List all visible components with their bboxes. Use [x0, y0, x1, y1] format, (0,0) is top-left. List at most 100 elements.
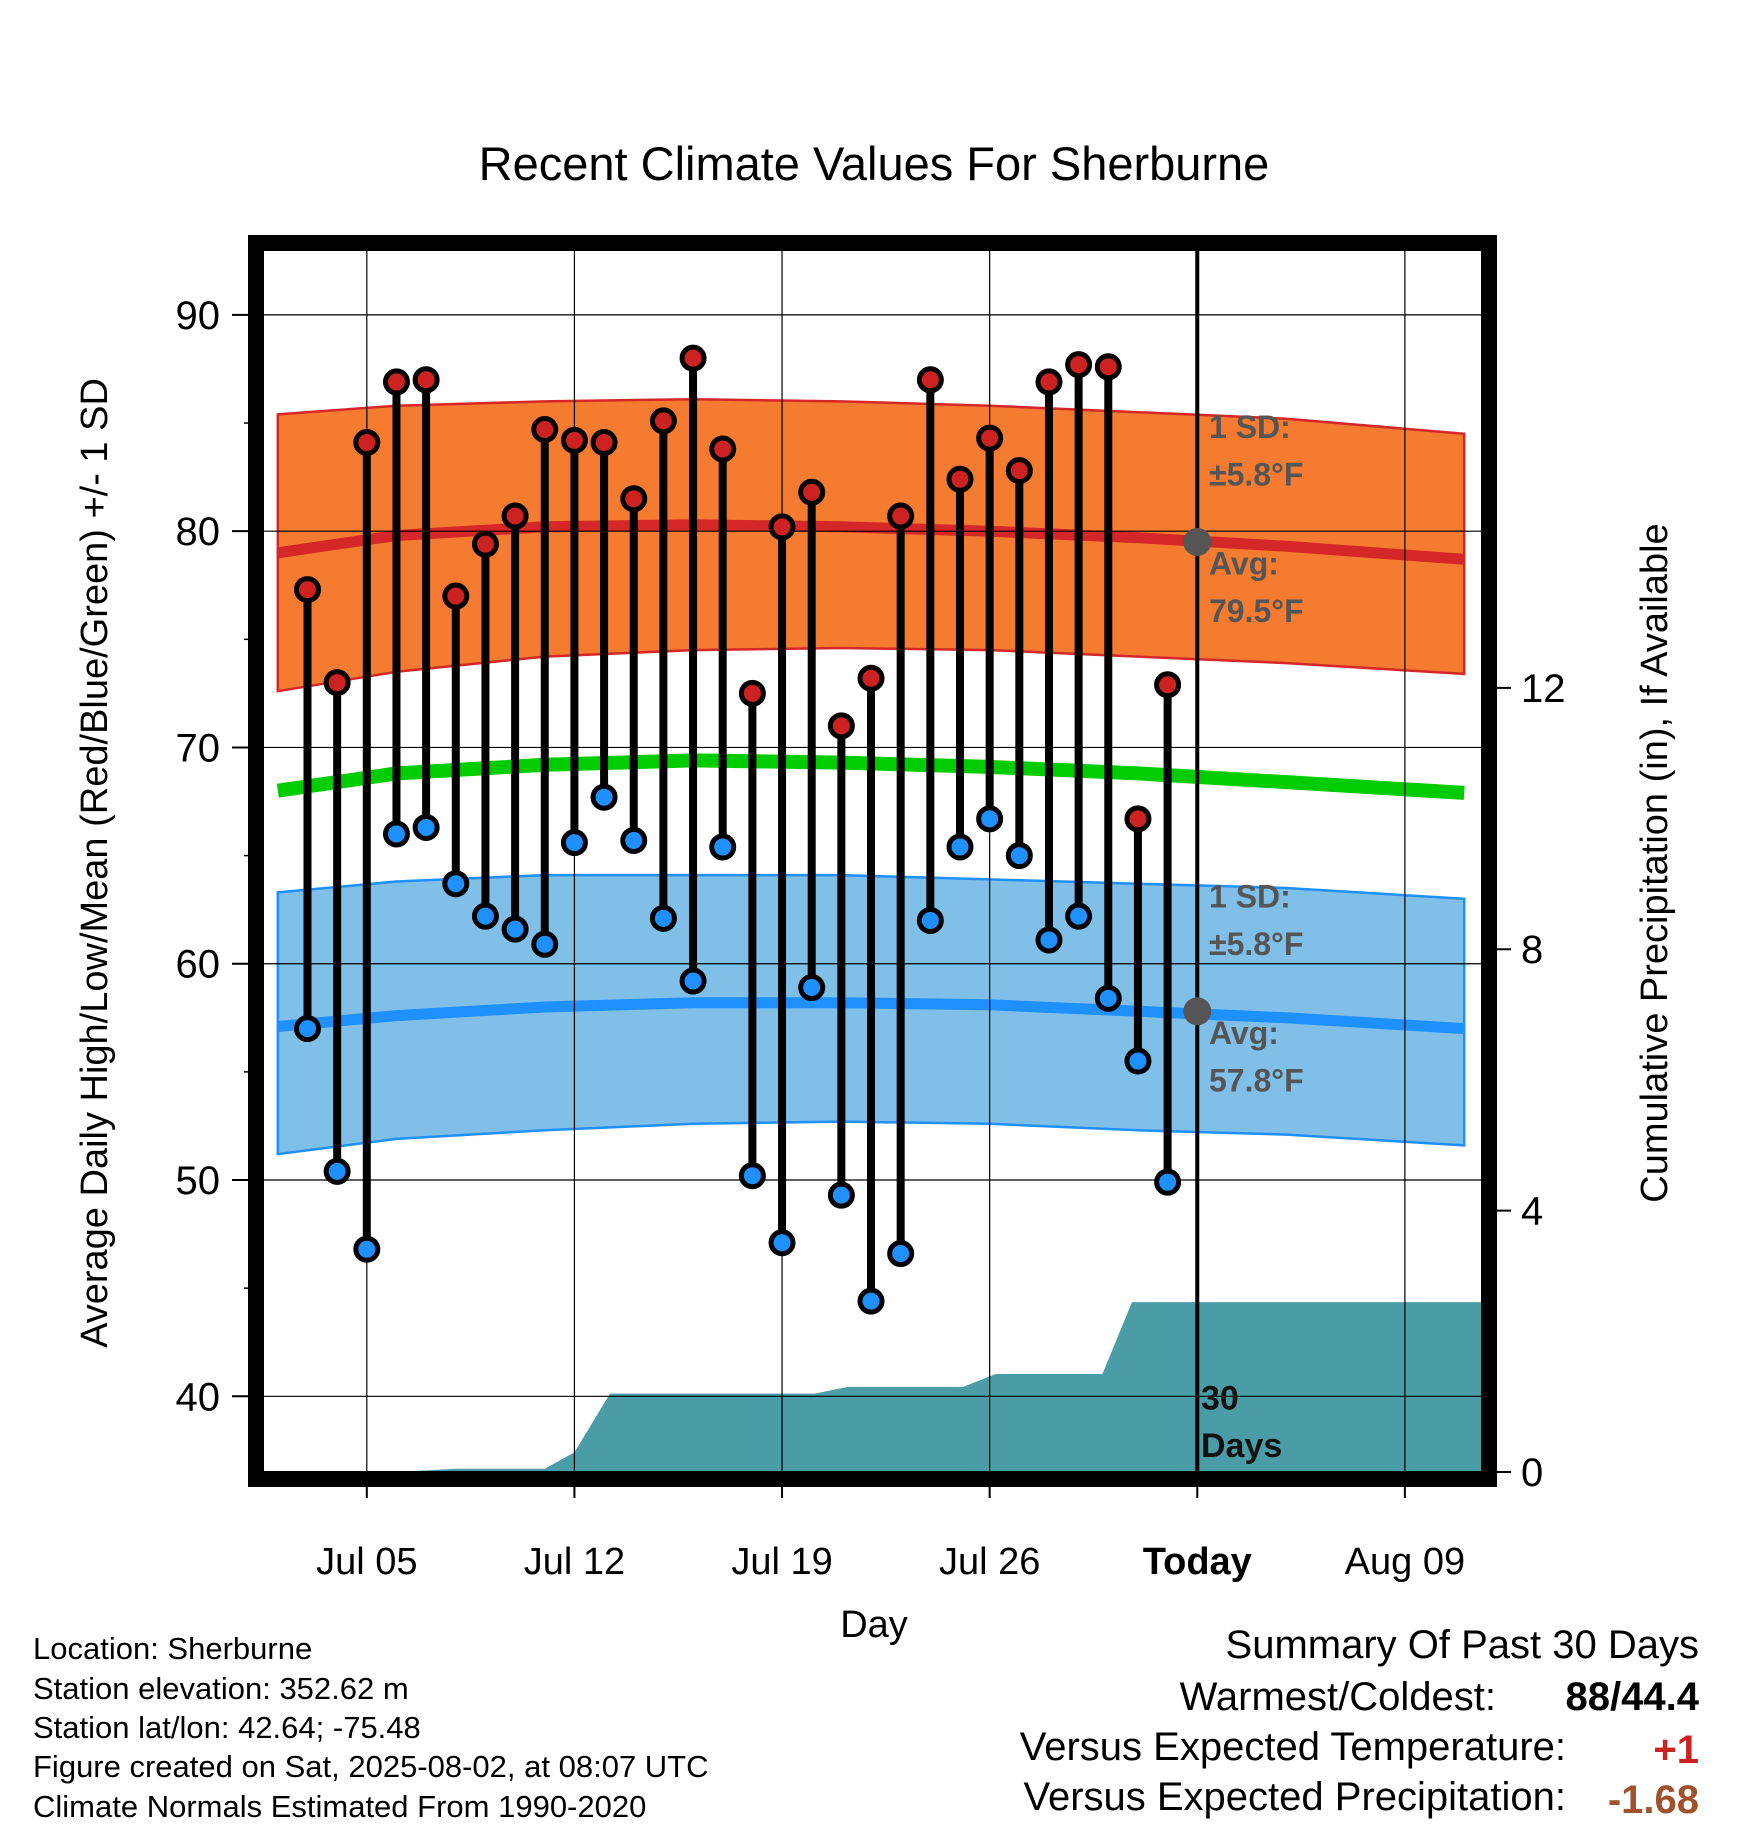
daily-low-point: [590, 783, 618, 811]
x-tick-label: Jul 05: [316, 1541, 417, 1583]
daily-low-point: [709, 833, 737, 861]
daily-low-point: [887, 1240, 915, 1268]
daily-high-point: [353, 428, 381, 456]
today-high-marker: [1183, 527, 1212, 556]
daily-low-point: [916, 906, 944, 934]
daily-low-point: [620, 826, 648, 854]
daily-high-point: [1124, 805, 1152, 833]
daily-low-point: [442, 870, 470, 898]
high-sd-value: ±5.8°F: [1209, 457, 1303, 493]
footer-latlon: Station lat/lon: 42.64; -75.48: [33, 1710, 421, 1745]
daily-low-point: [798, 974, 826, 1002]
summary-precip-value: -1.68: [1607, 1778, 1699, 1822]
daily-high-point: [946, 465, 974, 493]
daily-high-point: [649, 407, 677, 435]
daily-high-point: [768, 513, 796, 541]
summary-warm-cold-value: 88/44.4: [1565, 1675, 1699, 1719]
daily-low-point: [857, 1287, 885, 1315]
daily-low-point: [471, 902, 499, 930]
daily-low-point: [1035, 926, 1063, 954]
y2-axis-label: Cumulative Precipitation (in), If Availa…: [1634, 523, 1676, 1202]
daily-low-point: [382, 820, 410, 848]
daily-low-point: [976, 805, 1004, 833]
low-avg-label: Avg:: [1209, 1015, 1279, 1051]
daily-low-point: [531, 930, 559, 958]
daily-low-point: [649, 904, 677, 932]
daily-high-point: [916, 366, 944, 394]
days-label: Days: [1201, 1427, 1282, 1465]
low-avg-value: 57.8°F: [1209, 1062, 1304, 1098]
daily-high-point: [1094, 353, 1122, 381]
footer-elevation: Station elevation: 352.62 m: [33, 1671, 409, 1706]
y2-tick-label: 8: [1521, 928, 1543, 972]
high-avg-label: Avg:: [1209, 545, 1279, 581]
low-sd-value: ±5.8°F: [1209, 926, 1303, 962]
daily-high-point: [1005, 457, 1033, 485]
x-tick-label: Jul 12: [524, 1541, 625, 1583]
footer-location: Location: Sherburne: [33, 1631, 313, 1666]
daily-high-point: [442, 582, 470, 610]
x-tick-label: Jul 19: [731, 1541, 832, 1583]
daily-low-point: [1124, 1047, 1152, 1075]
daily-high-point: [293, 576, 321, 604]
daily-high-point: [827, 712, 855, 740]
y2-tick-label: 4: [1521, 1190, 1543, 1234]
daily-low-point: [827, 1181, 855, 1209]
y2-tick-label: 12: [1521, 667, 1566, 711]
summary-warm-cold-label: Warmest/Coldest:: [1179, 1675, 1496, 1719]
daily-high-point: [501, 502, 529, 530]
y-tick-label: 80: [176, 510, 221, 554]
daily-high-point: [382, 368, 410, 396]
y-tick-label: 50: [176, 1159, 221, 1203]
daily-high-point: [798, 478, 826, 506]
summary-precip-label: Versus Expected Precipitation:: [1023, 1775, 1566, 1819]
y-tick-label: 70: [176, 726, 221, 770]
y2-tick-label: 0: [1521, 1451, 1543, 1495]
daily-high-point: [857, 664, 885, 692]
daily-high-point: [1035, 368, 1063, 396]
daily-low-point: [946, 833, 974, 861]
y-tick-label: 60: [176, 943, 221, 987]
high-sd-label: 1 SD:: [1209, 409, 1291, 445]
summary-temp-value: +1: [1653, 1728, 1699, 1772]
daily-high-point: [1154, 671, 1182, 699]
y-tick-label: 90: [176, 294, 221, 338]
precip-area: [263, 1302, 1482, 1472]
daily-high-point: [590, 428, 618, 456]
daily-high-point: [976, 424, 1004, 452]
today-low-marker: [1183, 997, 1212, 1026]
daily-low-point: [1065, 902, 1093, 930]
daily-high-point: [412, 366, 440, 394]
daily-low-point: [1154, 1168, 1182, 1196]
daily-low-point: [501, 915, 529, 943]
footer-created: Figure created on Sat, 2025-08-02, at 08…: [33, 1749, 709, 1784]
plot-frame: [248, 235, 1497, 1487]
daily-low-point: [293, 1015, 321, 1043]
daily-low-point: [412, 813, 440, 841]
summary-temp-label: Versus Expected Temperature:: [1019, 1725, 1566, 1769]
daily-high-point: [709, 435, 737, 463]
daily-low-point: [560, 829, 588, 857]
y-tick-label: 40: [176, 1375, 221, 1419]
daily-high-point: [531, 416, 559, 444]
days-number: 30: [1201, 1379, 1239, 1417]
y-axis-label: Average Daily High/Low/Mean (Red/Blue/Gr…: [74, 378, 116, 1348]
chart-title: Recent Climate Values For Sherburne: [479, 137, 1270, 190]
daily-low-point: [1094, 984, 1122, 1012]
daily-low-point: [1005, 842, 1033, 870]
daily-high-point: [887, 502, 915, 530]
daily-high-point: [1065, 351, 1093, 379]
daily-high-point: [323, 669, 351, 697]
footer-normals: Climate Normals Estimated From 1990-2020: [33, 1789, 647, 1824]
summary-heading: Summary Of Past 30 Days: [1225, 1623, 1699, 1667]
high-avg-value: 79.5°F: [1209, 593, 1304, 629]
daily-low-point: [738, 1162, 766, 1190]
daily-high-point: [679, 344, 707, 372]
daily-low-point: [323, 1157, 351, 1185]
daily-low-point: [353, 1235, 381, 1263]
x-tick-label: Aug 09: [1345, 1541, 1465, 1583]
normal-high-line: [277, 519, 1465, 565]
daily-low-point: [679, 967, 707, 995]
x-tick-label: Jul 26: [939, 1541, 1040, 1583]
